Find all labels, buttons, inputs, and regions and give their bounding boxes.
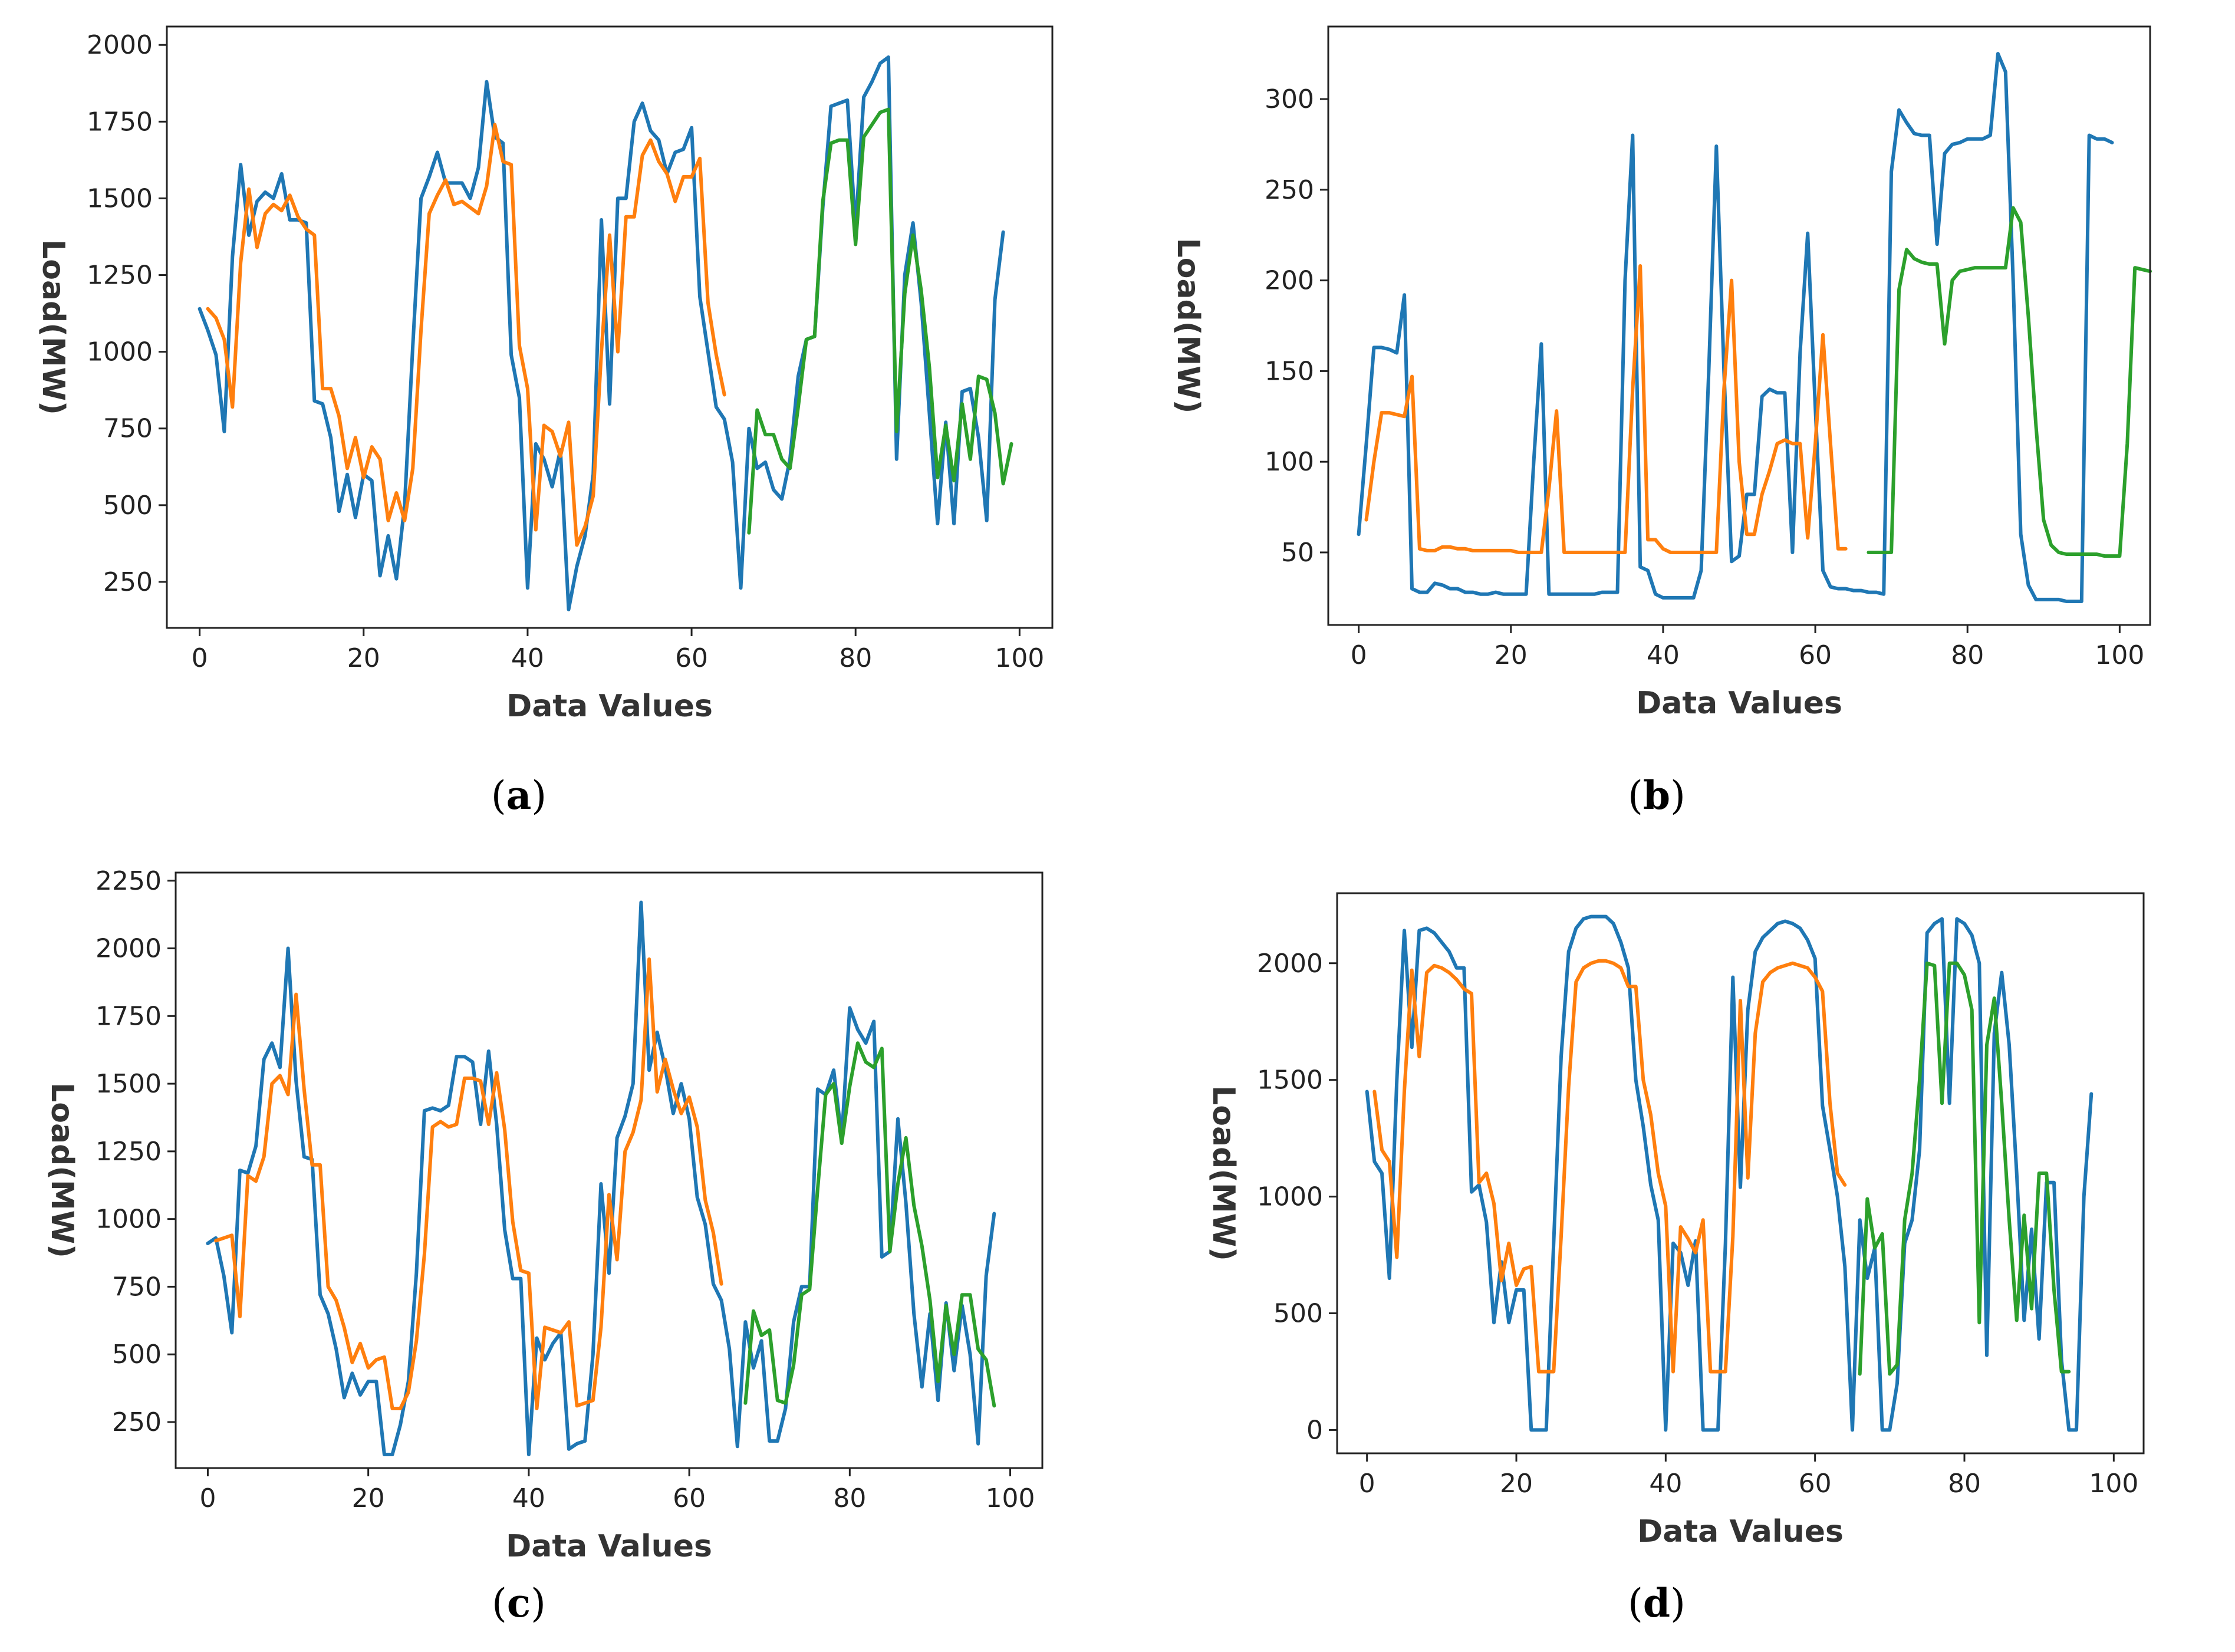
series-line-b-2 (1364, 264, 1848, 554)
chart-a: 0 20 40 60 80 100 250 500 750 1000 1250 1500 1750 200… (35, 25, 1054, 724)
series-line-c-1 (206, 900, 996, 1456)
y-tick-label-b-150: 150 (1265, 356, 1314, 386)
x-tick-label-d-0: 0 (1359, 1469, 1375, 1499)
plot-frame-c (175, 871, 1044, 1469)
plot-frame-b (1327, 25, 2151, 626)
x-tick-label-a-40: 40 (511, 643, 544, 673)
y-tick-label-c-1500: 1500 (96, 1069, 162, 1099)
y-tick-label-d-1000: 1000 (1257, 1182, 1323, 1212)
y-axis-label-c: Load(MW) (44, 1082, 80, 1258)
x-tick-label-b-0: 0 (1351, 640, 1367, 670)
x-tick-label-b-80: 80 (1951, 640, 1984, 670)
y-tick-label-c-500: 500 (112, 1340, 162, 1370)
panel-c: 0 20 40 60 80 100 250 500 750 1000 1250 1500 1750 200… (0, 837, 1117, 1592)
caption-b: (b) (1628, 772, 1686, 818)
panel-a: 0 20 40 60 80 100 250 500 750 1000 1250 1500 1750 200… (0, 0, 1117, 766)
x-tick-label-c-60: 60 (673, 1483, 706, 1513)
y-tick-label-d-1500: 1500 (1257, 1065, 1323, 1095)
y-tick-label-b-100: 100 (1265, 447, 1314, 477)
y-tick-label-b-300: 300 (1265, 84, 1314, 114)
y-tick-label-a-250: 250 (103, 567, 153, 597)
x-tick-label-a-0: 0 (192, 643, 208, 673)
y-tick-label-d-500: 500 (1273, 1299, 1323, 1329)
x-axis-label-a: Data Values (506, 689, 713, 724)
series-line-a-2 (206, 123, 726, 547)
y-tick-label-a-1750: 1750 (87, 107, 153, 137)
plot-frame-d (1336, 892, 2145, 1454)
chart-c: 0 20 40 60 80 100 250 500 750 1000 1250 1500 1750 200… (44, 866, 1044, 1564)
y-tick-label-b-50: 50 (1281, 538, 1314, 568)
x-tick-label-a-60: 60 (675, 643, 708, 673)
caption-a: (a) (491, 772, 547, 818)
plot-frame-a (166, 25, 1054, 629)
x-tick-label-b-100: 100 (2095, 640, 2144, 670)
y-tick-label-a-1500: 1500 (87, 183, 153, 213)
x-tick-label-d-40: 40 (1649, 1469, 1682, 1499)
y-tick-label-c-750: 750 (112, 1272, 162, 1302)
y-tick-label-a-1250: 1250 (87, 261, 153, 291)
series-line-c-3 (743, 1041, 996, 1408)
y-axis-label-d: Load(MW) (1206, 1085, 1241, 1261)
panel-b: 0 20 40 60 80 100 50 100 150 200 250 300 Data Values… (1117, 0, 2235, 766)
x-tick-label-a-80: 80 (839, 643, 872, 673)
caption-c: (c) (492, 1580, 546, 1626)
x-tick-label-b-20: 20 (1495, 640, 1528, 670)
x-axis-label-d: Data Values (1637, 1514, 1844, 1549)
series-line-b-1 (1357, 52, 2114, 603)
series-line-d-3 (1858, 961, 2071, 1376)
x-tick-label-c-20: 20 (352, 1483, 385, 1513)
y-tick-label-c-1000: 1000 (96, 1205, 162, 1235)
x-tick-label-a-20: 20 (347, 643, 380, 673)
y-tick-label-b-250: 250 (1265, 175, 1314, 205)
x-tick-label-d-60: 60 (1799, 1469, 1832, 1499)
x-axis-label-c: Data Values (506, 1529, 712, 1564)
x-tick-label-d-20: 20 (1500, 1469, 1533, 1499)
x-tick-label-b-60: 60 (1799, 640, 1832, 670)
x-axis-label-b: Data Values (1636, 686, 1842, 721)
series-line-d-1 (1365, 914, 2094, 1432)
y-tick-label-a-2000: 2000 (87, 30, 153, 60)
series-line-a-1 (198, 55, 1005, 611)
x-tick-label-b-40: 40 (1647, 640, 1680, 670)
x-tick-label-c-80: 80 (833, 1483, 866, 1513)
y-tick-label-c-2250: 2250 (96, 866, 162, 896)
y-tick-label-d-0: 0 (1306, 1415, 1323, 1445)
y-tick-label-c-1750: 1750 (96, 1001, 162, 1031)
x-tick-label-c-100: 100 (986, 1483, 1035, 1513)
chart-b: 0 20 40 60 80 100 50 100 150 200 250 300 Data Values… (1170, 25, 2152, 721)
series-line-d-2 (1372, 959, 1847, 1374)
x-tick-label-d-80: 80 (1948, 1469, 1981, 1499)
panel-d: 0 20 40 60 80 100 0 500 1000 1500 2000 Data Values L… (1117, 837, 2235, 1592)
y-axis-label-b: Load(MW) (1170, 238, 1206, 414)
x-tick-label-c-40: 40 (512, 1483, 545, 1513)
y-tick-label-c-250: 250 (112, 1407, 162, 1437)
x-tick-label-d-100: 100 (2089, 1469, 2138, 1499)
y-tick-label-b-200: 200 (1265, 266, 1314, 296)
y-axis-label-a: Load(MW) (35, 239, 71, 415)
x-tick-label-a-100: 100 (995, 643, 1044, 673)
series-line-b-3 (1867, 206, 2152, 558)
y-tick-label-a-500: 500 (103, 491, 153, 521)
series-line-a-3 (747, 107, 1013, 535)
x-tick-label-c-0: 0 (199, 1483, 216, 1513)
y-tick-label-a-750: 750 (103, 414, 153, 444)
y-tick-label-d-2000: 2000 (1257, 949, 1323, 979)
y-tick-label-a-1000: 1000 (87, 337, 153, 367)
caption-d: (d) (1628, 1580, 1686, 1626)
y-tick-label-c-2000: 2000 (96, 934, 162, 964)
series-line-c-2 (214, 957, 723, 1410)
y-tick-label-c-1250: 1250 (96, 1137, 162, 1167)
